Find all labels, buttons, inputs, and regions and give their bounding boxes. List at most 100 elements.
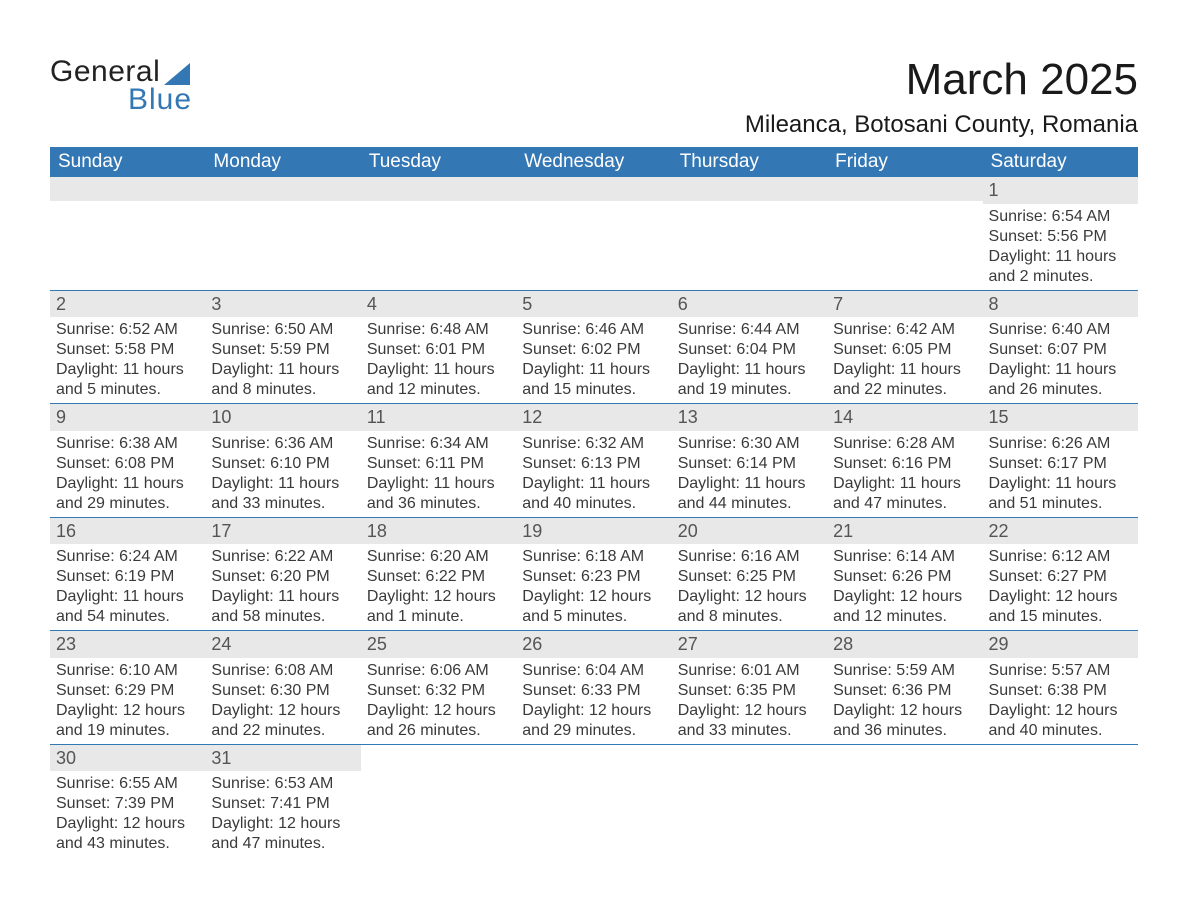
- day-number: 9: [50, 404, 205, 431]
- calendar-day-cell: 22Sunrise: 6:12 AMSunset: 6:27 PMDayligh…: [983, 517, 1138, 631]
- day-details: Sunrise: 5:59 AMSunset: 6:36 PMDaylight:…: [827, 658, 982, 744]
- day-details: Sunrise: 6:20 AMSunset: 6:22 PMDaylight:…: [361, 544, 516, 630]
- calendar-empty-cell: [361, 177, 516, 290]
- day-number: 19: [516, 518, 671, 545]
- calendar-empty-cell: [50, 177, 205, 290]
- calendar-day-cell: 14Sunrise: 6:28 AMSunset: 6:16 PMDayligh…: [827, 404, 982, 518]
- calendar-empty-cell: [672, 177, 827, 290]
- calendar-day-cell: 21Sunrise: 6:14 AMSunset: 6:26 PMDayligh…: [827, 517, 982, 631]
- calendar-week-row: 2Sunrise: 6:52 AMSunset: 5:58 PMDaylight…: [50, 290, 1138, 404]
- calendar-week-row: 23Sunrise: 6:10 AMSunset: 6:29 PMDayligh…: [50, 631, 1138, 745]
- calendar-day-cell: 19Sunrise: 6:18 AMSunset: 6:23 PMDayligh…: [516, 517, 671, 631]
- day-number: 5: [516, 291, 671, 318]
- day-details: Sunrise: 6:53 AMSunset: 7:41 PMDaylight:…: [205, 771, 360, 857]
- calendar-day-cell: 5Sunrise: 6:46 AMSunset: 6:02 PMDaylight…: [516, 290, 671, 404]
- day-number: 24: [205, 631, 360, 658]
- calendar-day-cell: 8Sunrise: 6:40 AMSunset: 6:07 PMDaylight…: [983, 290, 1138, 404]
- day-number: 30: [50, 745, 205, 772]
- calendar-week-row: 1Sunrise: 6:54 AMSunset: 5:56 PMDaylight…: [50, 177, 1138, 290]
- weekday-header: Sunday: [50, 147, 205, 177]
- calendar-day-cell: 31Sunrise: 6:53 AMSunset: 7:41 PMDayligh…: [205, 744, 360, 857]
- day-details: Sunrise: 6:12 AMSunset: 6:27 PMDaylight:…: [983, 544, 1138, 630]
- day-details: Sunrise: 6:36 AMSunset: 6:10 PMDaylight:…: [205, 431, 360, 517]
- day-number: 1: [983, 177, 1138, 204]
- page-title: March 2025: [745, 55, 1138, 105]
- day-details: Sunrise: 6:32 AMSunset: 6:13 PMDaylight:…: [516, 431, 671, 517]
- day-number: 7: [827, 291, 982, 318]
- calendar-empty-cell: [516, 177, 671, 290]
- calendar-day-cell: 3Sunrise: 6:50 AMSunset: 5:59 PMDaylight…: [205, 290, 360, 404]
- day-number: 11: [361, 404, 516, 431]
- day-details: Sunrise: 6:22 AMSunset: 6:20 PMDaylight:…: [205, 544, 360, 630]
- weekday-header: Thursday: [672, 147, 827, 177]
- day-number: 4: [361, 291, 516, 318]
- location-subtitle: Mileanca, Botosani County, Romania: [745, 111, 1138, 139]
- calendar-day-cell: 28Sunrise: 5:59 AMSunset: 6:36 PMDayligh…: [827, 631, 982, 745]
- calendar-day-cell: 9Sunrise: 6:38 AMSunset: 6:08 PMDaylight…: [50, 404, 205, 518]
- brand-logo: General Blue: [50, 55, 192, 117]
- calendar-empty-cell: [205, 177, 360, 290]
- day-details: Sunrise: 6:52 AMSunset: 5:58 PMDaylight:…: [50, 317, 205, 403]
- day-number: 21: [827, 518, 982, 545]
- day-details: Sunrise: 6:08 AMSunset: 6:30 PMDaylight:…: [205, 658, 360, 744]
- calendar-day-cell: 12Sunrise: 6:32 AMSunset: 6:13 PMDayligh…: [516, 404, 671, 518]
- day-number: 22: [983, 518, 1138, 545]
- day-details: Sunrise: 6:44 AMSunset: 6:04 PMDaylight:…: [672, 317, 827, 403]
- logo-text-blue: Blue: [128, 83, 192, 117]
- day-number: 26: [516, 631, 671, 658]
- calendar-day-cell: 13Sunrise: 6:30 AMSunset: 6:14 PMDayligh…: [672, 404, 827, 518]
- day-details: Sunrise: 6:30 AMSunset: 6:14 PMDaylight:…: [672, 431, 827, 517]
- weekday-header-row: SundayMondayTuesdayWednesdayThursdayFrid…: [50, 147, 1138, 177]
- day-details: Sunrise: 6:46 AMSunset: 6:02 PMDaylight:…: [516, 317, 671, 403]
- day-details: Sunrise: 6:16 AMSunset: 6:25 PMDaylight:…: [672, 544, 827, 630]
- day-number: 2: [50, 291, 205, 318]
- calendar-day-cell: 24Sunrise: 6:08 AMSunset: 6:30 PMDayligh…: [205, 631, 360, 745]
- day-details: Sunrise: 6:40 AMSunset: 6:07 PMDaylight:…: [983, 317, 1138, 403]
- calendar-week-row: 9Sunrise: 6:38 AMSunset: 6:08 PMDaylight…: [50, 404, 1138, 518]
- day-details: Sunrise: 6:10 AMSunset: 6:29 PMDaylight:…: [50, 658, 205, 744]
- calendar-empty-cell: [827, 744, 982, 857]
- day-number: 8: [983, 291, 1138, 318]
- calendar-empty-cell: [516, 744, 671, 857]
- calendar-empty-cell: [361, 744, 516, 857]
- calendar-day-cell: 1Sunrise: 6:54 AMSunset: 5:56 PMDaylight…: [983, 177, 1138, 290]
- day-number: 17: [205, 518, 360, 545]
- day-details: Sunrise: 6:48 AMSunset: 6:01 PMDaylight:…: [361, 317, 516, 403]
- calendar-empty-cell: [983, 744, 1138, 857]
- calendar-day-cell: 23Sunrise: 6:10 AMSunset: 6:29 PMDayligh…: [50, 631, 205, 745]
- day-number: 6: [672, 291, 827, 318]
- day-number: 28: [827, 631, 982, 658]
- calendar-day-cell: 2Sunrise: 6:52 AMSunset: 5:58 PMDaylight…: [50, 290, 205, 404]
- day-number: 15: [983, 404, 1138, 431]
- day-details: Sunrise: 6:42 AMSunset: 6:05 PMDaylight:…: [827, 317, 982, 403]
- day-details: Sunrise: 6:28 AMSunset: 6:16 PMDaylight:…: [827, 431, 982, 517]
- calendar-day-cell: 16Sunrise: 6:24 AMSunset: 6:19 PMDayligh…: [50, 517, 205, 631]
- day-details: Sunrise: 5:57 AMSunset: 6:38 PMDaylight:…: [983, 658, 1138, 744]
- calendar-day-cell: 7Sunrise: 6:42 AMSunset: 6:05 PMDaylight…: [827, 290, 982, 404]
- day-details: Sunrise: 6:14 AMSunset: 6:26 PMDaylight:…: [827, 544, 982, 630]
- day-number: 25: [361, 631, 516, 658]
- day-details: Sunrise: 6:38 AMSunset: 6:08 PMDaylight:…: [50, 431, 205, 517]
- day-number: 27: [672, 631, 827, 658]
- calendar-day-cell: 4Sunrise: 6:48 AMSunset: 6:01 PMDaylight…: [361, 290, 516, 404]
- calendar-day-cell: 6Sunrise: 6:44 AMSunset: 6:04 PMDaylight…: [672, 290, 827, 404]
- day-number: 10: [205, 404, 360, 431]
- day-details: Sunrise: 6:34 AMSunset: 6:11 PMDaylight:…: [361, 431, 516, 517]
- calendar-empty-cell: [672, 744, 827, 857]
- weekday-header: Friday: [827, 147, 982, 177]
- calendar-day-cell: 26Sunrise: 6:04 AMSunset: 6:33 PMDayligh…: [516, 631, 671, 745]
- day-number: 23: [50, 631, 205, 658]
- day-details: Sunrise: 6:55 AMSunset: 7:39 PMDaylight:…: [50, 771, 205, 857]
- calendar-empty-cell: [827, 177, 982, 290]
- day-number: 16: [50, 518, 205, 545]
- day-number: 3: [205, 291, 360, 318]
- calendar-day-cell: 10Sunrise: 6:36 AMSunset: 6:10 PMDayligh…: [205, 404, 360, 518]
- calendar-day-cell: 29Sunrise: 5:57 AMSunset: 6:38 PMDayligh…: [983, 631, 1138, 745]
- day-details: Sunrise: 6:50 AMSunset: 5:59 PMDaylight:…: [205, 317, 360, 403]
- day-details: Sunrise: 6:18 AMSunset: 6:23 PMDaylight:…: [516, 544, 671, 630]
- calendar-day-cell: 17Sunrise: 6:22 AMSunset: 6:20 PMDayligh…: [205, 517, 360, 631]
- weekday-header: Saturday: [983, 147, 1138, 177]
- day-number: 18: [361, 518, 516, 545]
- day-number: 31: [205, 745, 360, 772]
- day-number: 14: [827, 404, 982, 431]
